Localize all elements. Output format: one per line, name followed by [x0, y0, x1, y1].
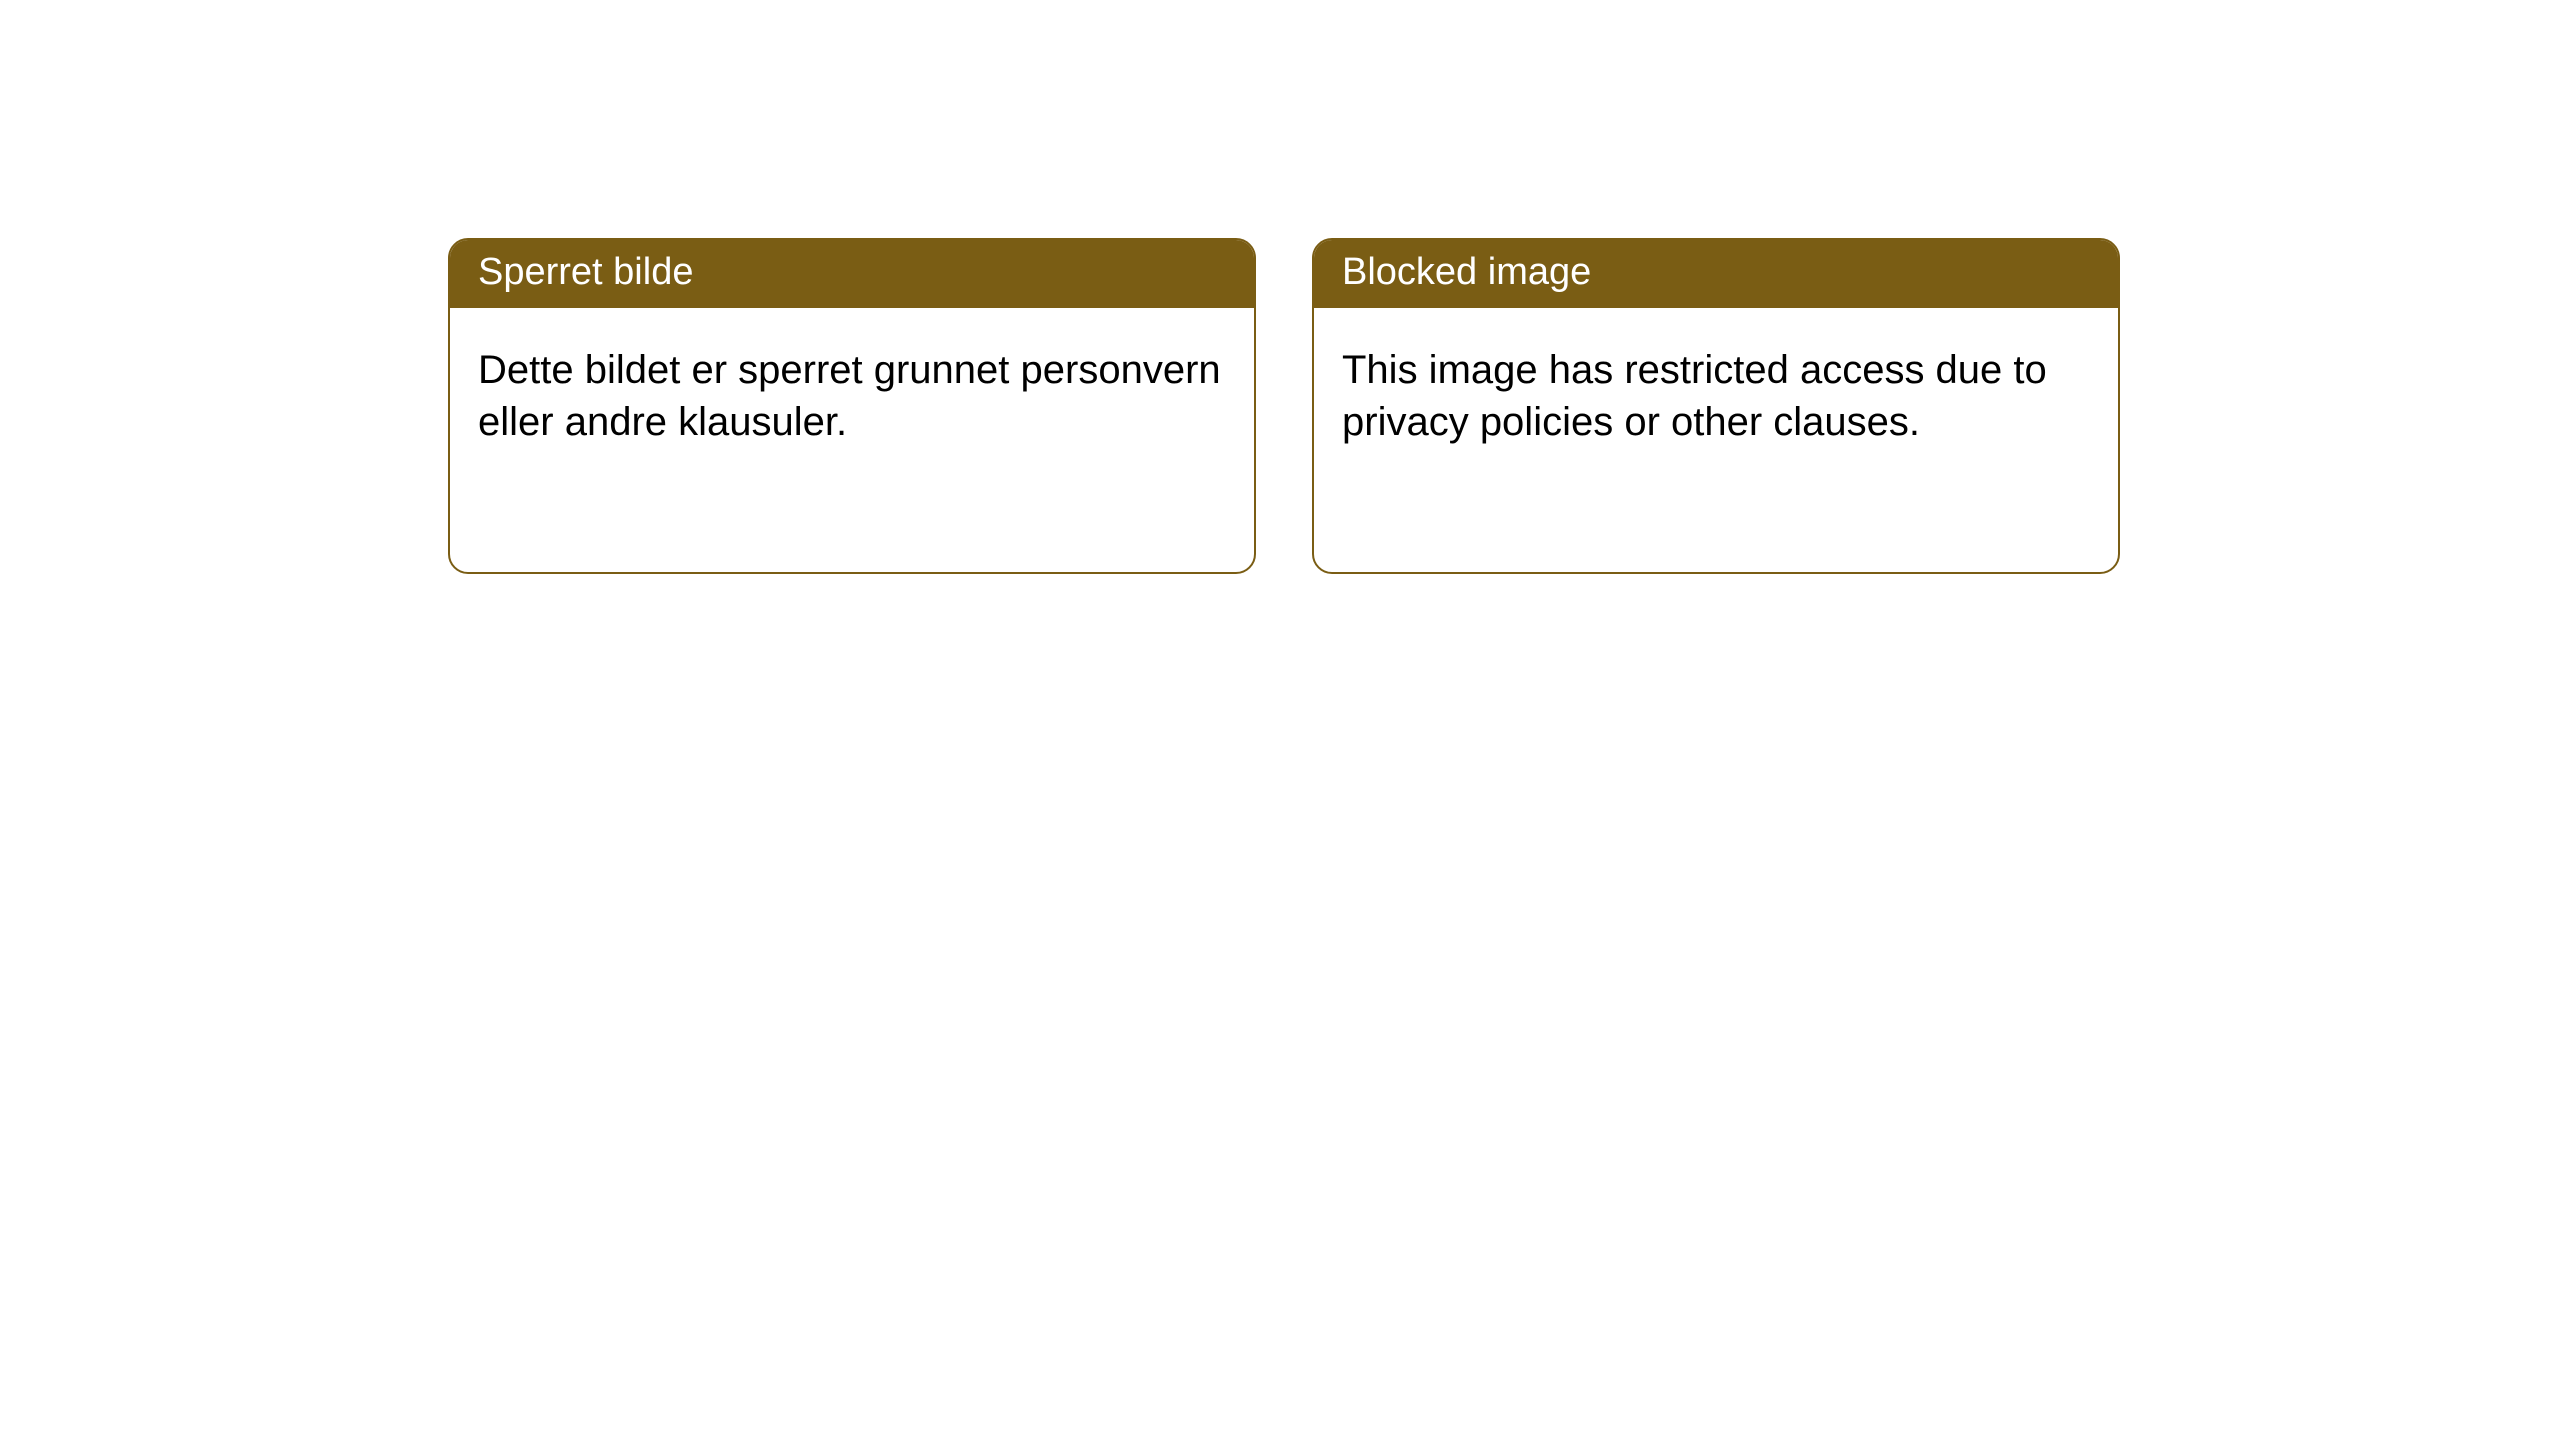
card-body-text: This image has restricted access due to … — [1342, 348, 2047, 444]
card-header: Blocked image — [1314, 240, 2118, 308]
card-body: This image has restricted access due to … — [1314, 308, 2118, 476]
card-body: Dette bildet er sperret grunnet personve… — [450, 308, 1254, 476]
card-english: Blocked image This image has restricted … — [1312, 238, 2120, 574]
card-header-text: Sperret bilde — [478, 251, 693, 293]
card-header: Sperret bilde — [450, 240, 1254, 308]
cards-container: Sperret bilde Dette bildet er sperret gr… — [0, 0, 2560, 574]
card-body-text: Dette bildet er sperret grunnet personve… — [478, 348, 1221, 444]
card-header-text: Blocked image — [1342, 251, 1591, 293]
card-norwegian: Sperret bilde Dette bildet er sperret gr… — [448, 238, 1256, 574]
